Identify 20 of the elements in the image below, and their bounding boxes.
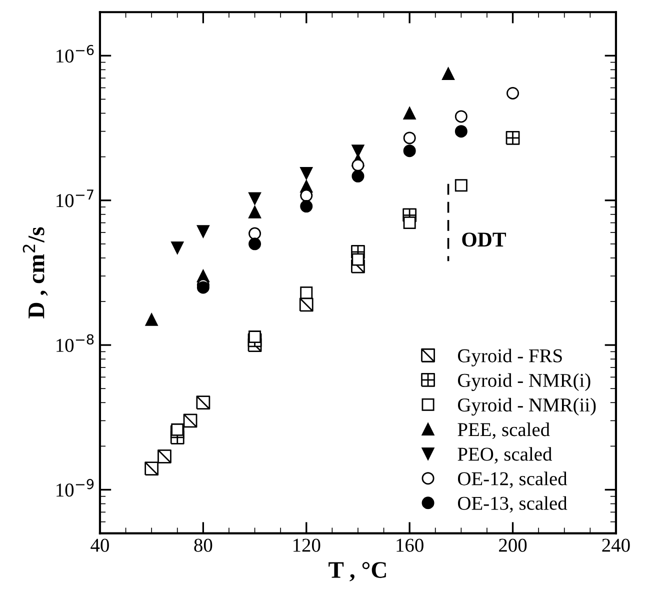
- annotation: ODT: [462, 232, 506, 247]
- x-tick-label: 240: [602, 538, 630, 552]
- x-tick-label: 200: [499, 538, 527, 552]
- y-tick-label: 10$^{−7}$: [56, 190, 94, 208]
- legend-label: OE-13, scaled: [458, 496, 568, 513]
- x-tick-label: 80: [194, 538, 212, 552]
- y-tick-label: 10$^{−6}$: [56, 44, 94, 63]
- legend-label: PEO, scaled: [458, 447, 552, 464]
- y-tick-label: 10$^{−8}$: [56, 334, 94, 352]
- legend-label: OE-12, scaled: [458, 472, 568, 488]
- legend-label: Gyroid - FRS: [458, 348, 562, 366]
- y-axis-title: D , cm$^{2}$/s: [22, 227, 48, 318]
- legend-label: PEE, scaled: [458, 422, 550, 440]
- y-tick-label: 10$^{−9}$: [56, 478, 94, 497]
- x-axis-title: T , °C: [328, 562, 386, 582]
- x-tick-label: 160: [396, 538, 424, 552]
- legend-label: Gyroid - NMR(i): [458, 373, 590, 391]
- x-tick-label: 120: [294, 538, 320, 552]
- legend-label: Gyroid - NMR(ii): [458, 398, 596, 416]
- x-tick-label: 40: [90, 538, 109, 552]
